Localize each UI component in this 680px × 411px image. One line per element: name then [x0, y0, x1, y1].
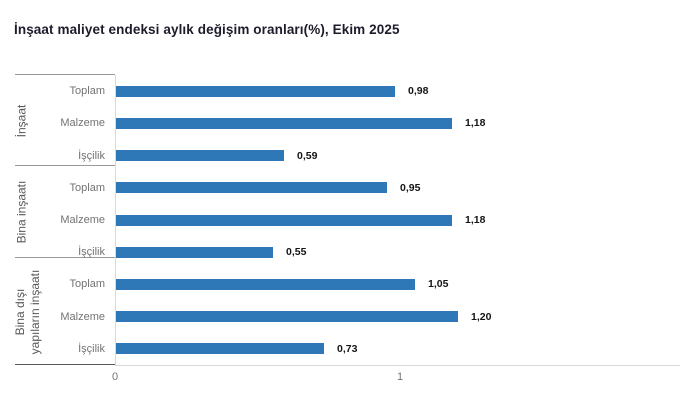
- label-box-bottom-line: [15, 364, 115, 365]
- value-label: 1,20: [471, 311, 492, 323]
- category-label: Toplam: [69, 182, 105, 194]
- bar: [116, 343, 324, 354]
- value-label: 0,95: [400, 182, 421, 194]
- value-label: 0,59: [297, 150, 318, 162]
- value-label: 1,18: [465, 117, 486, 129]
- category-label: Malzeme: [60, 117, 105, 129]
- group-separator-line: [15, 165, 115, 166]
- value-label: 1,18: [465, 214, 486, 226]
- bar: [116, 215, 452, 226]
- value-label: 1,05: [428, 278, 449, 290]
- x-tick-label: 0: [111, 371, 119, 383]
- bar: [116, 86, 395, 97]
- bar: [116, 311, 458, 322]
- bar: [116, 150, 284, 161]
- category-label: Malzeme: [60, 311, 105, 323]
- category-label: Malzeme: [60, 214, 105, 226]
- x-axis-line: [115, 365, 680, 366]
- bar: [116, 279, 415, 290]
- category-label: İşçilik: [78, 246, 105, 258]
- bar: [116, 182, 387, 193]
- y-axis-line: [115, 75, 116, 365]
- value-label: 0,55: [286, 246, 307, 258]
- group-separator-line: [15, 257, 115, 258]
- x-tick-label: 1: [396, 371, 404, 383]
- bar: [116, 247, 273, 258]
- chart-title: İnşaat maliyet endeksi aylık değişim ora…: [14, 22, 400, 37]
- value-label: 0,98: [408, 85, 429, 97]
- category-label: Toplam: [69, 278, 105, 290]
- value-label: 0,73: [337, 343, 358, 355]
- category-label: İşçilik: [78, 150, 105, 162]
- bar: [116, 118, 452, 129]
- label-box-top-line: [15, 74, 115, 75]
- category-label: İşçilik: [78, 343, 105, 355]
- category-label: Toplam: [69, 85, 105, 97]
